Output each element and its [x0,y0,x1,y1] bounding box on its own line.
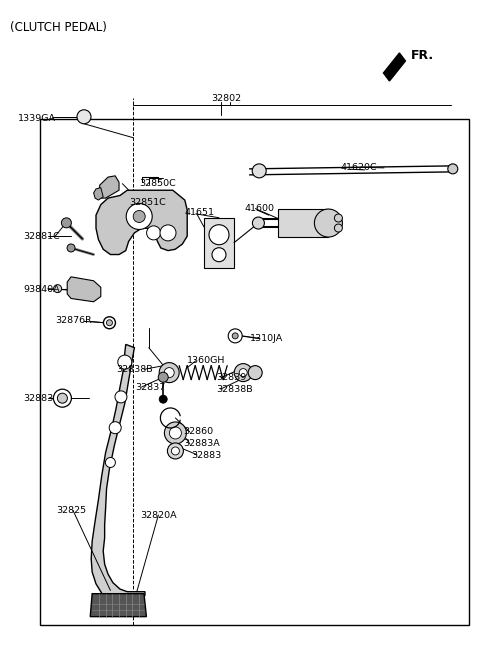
Text: 32851C: 32851C [130,197,167,207]
Bar [40,119,469,625]
Polygon shape [90,594,146,617]
Text: 32802: 32802 [211,94,241,103]
Circle shape [212,248,226,262]
Text: 32883: 32883 [191,451,221,461]
Text: 32883A: 32883A [183,439,220,448]
Circle shape [158,372,168,382]
Text: 32860: 32860 [183,427,214,436]
Text: 32876R: 32876R [55,316,92,325]
Text: 41620C: 41620C [341,163,377,173]
Circle shape [448,164,458,174]
Text: 32838B: 32838B [216,384,252,394]
Circle shape [239,369,247,377]
Circle shape [168,443,183,459]
Circle shape [115,391,127,403]
Text: 32883: 32883 [23,394,53,403]
Bar [204,218,234,268]
Circle shape [232,333,238,339]
Bar [278,209,328,237]
Circle shape [146,226,161,240]
Text: 32850C: 32850C [139,179,176,188]
Circle shape [169,427,181,439]
Polygon shape [98,176,119,198]
Circle shape [314,209,342,237]
Circle shape [248,365,262,380]
Circle shape [335,214,342,222]
Circle shape [107,319,112,326]
Circle shape [252,217,264,229]
Text: 41651: 41651 [185,208,215,217]
Circle shape [106,457,115,468]
Polygon shape [94,188,103,200]
Circle shape [77,110,91,124]
Circle shape [209,225,229,245]
Text: 1360GH: 1360GH [187,356,226,365]
Circle shape [126,203,152,230]
Text: (CLUTCH PEDAL): (CLUTCH PEDAL) [10,21,107,34]
Circle shape [67,244,75,252]
Circle shape [164,422,186,444]
Circle shape [159,363,179,382]
Circle shape [104,317,115,329]
Polygon shape [384,53,406,81]
Circle shape [228,329,242,343]
Text: 41600: 41600 [245,204,275,213]
Circle shape [252,164,266,178]
Text: FR.: FR. [410,49,433,62]
Text: 32837: 32837 [135,382,166,392]
Circle shape [109,422,121,434]
Text: 93840A: 93840A [23,285,60,295]
Circle shape [335,224,342,232]
Circle shape [61,218,72,228]
Circle shape [159,395,167,403]
Text: 1310JA: 1310JA [250,334,283,343]
Text: 32820A: 32820A [140,511,177,520]
Text: 1339GA: 1339GA [18,113,56,123]
Polygon shape [96,190,187,255]
Circle shape [118,355,132,369]
Text: 32839: 32839 [216,373,246,382]
Circle shape [164,367,174,378]
Circle shape [54,285,61,293]
Circle shape [160,225,176,241]
Circle shape [53,389,72,407]
Polygon shape [67,277,101,302]
Text: 32881C: 32881C [23,232,60,241]
Text: 32838B: 32838B [116,365,153,374]
Circle shape [171,447,180,455]
Text: 32825: 32825 [57,506,87,515]
Polygon shape [91,344,145,596]
Circle shape [133,211,145,222]
Circle shape [58,393,67,403]
Circle shape [234,363,252,382]
